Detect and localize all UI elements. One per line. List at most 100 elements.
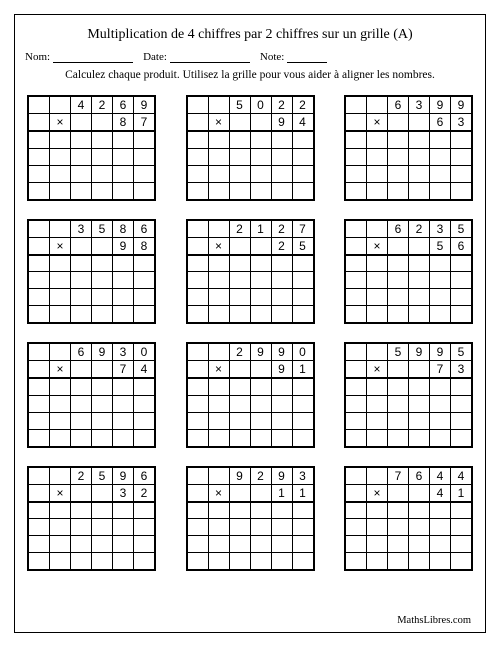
grid-cell <box>250 237 271 255</box>
grid-cell <box>71 306 92 323</box>
grid-cell <box>409 114 430 132</box>
grid-cell <box>187 467 208 484</box>
grid-cell <box>388 255 409 272</box>
grid-cell <box>250 553 271 570</box>
grid-cell <box>346 272 367 289</box>
name-label: Nom: <box>25 51 50 63</box>
grid-cell <box>113 502 134 519</box>
grid-cell <box>388 131 409 148</box>
grid-cell <box>292 255 313 272</box>
grid-cell <box>388 553 409 570</box>
grid-cell <box>187 182 208 199</box>
grid-cell <box>92 395 113 412</box>
grid-cell <box>430 289 451 306</box>
grid-cell <box>346 378 367 395</box>
grid-cell: 2 <box>409 220 430 237</box>
grid-cell <box>71 412 92 429</box>
grid-cell: 6 <box>430 114 451 132</box>
grid-cell: 3 <box>71 220 92 237</box>
grid-cell <box>271 502 292 519</box>
grid-cell <box>409 272 430 289</box>
grid-cell <box>271 182 292 199</box>
grid-cell <box>346 361 367 379</box>
grid-cell <box>409 412 430 429</box>
grid-cell <box>229 395 250 412</box>
grid-cell: × <box>208 361 229 379</box>
grid-cell <box>229 519 250 536</box>
grid-cell <box>50 519 71 536</box>
grid-cell <box>29 378 50 395</box>
grid-cell <box>71 255 92 272</box>
grid-cell <box>187 536 208 553</box>
grid-cell: 9 <box>271 467 292 484</box>
grid-cell <box>134 553 155 570</box>
grid-cell <box>92 536 113 553</box>
grid-cell <box>271 289 292 306</box>
grid-cell <box>346 255 367 272</box>
grid-cell <box>134 182 155 199</box>
grid-cell <box>430 306 451 323</box>
grid-cell: 6 <box>71 344 92 361</box>
grid-cell <box>187 519 208 536</box>
grid-cell: 2 <box>71 467 92 484</box>
grid-cell <box>430 131 451 148</box>
grid-cell <box>229 289 250 306</box>
grid-cell <box>229 131 250 148</box>
grid-cell <box>113 429 134 446</box>
grid-cell <box>346 114 367 132</box>
grid-cell: × <box>50 484 71 502</box>
grid-cell <box>29 272 50 289</box>
grid-cell <box>187 502 208 519</box>
grid-cell <box>388 536 409 553</box>
grid-cell <box>451 412 472 429</box>
problems-grid: 4269×875022×946399×633586×982127×256235×… <box>25 91 475 571</box>
grid-cell: 3 <box>113 484 134 502</box>
grid-cell <box>134 378 155 395</box>
grid-cell <box>388 361 409 379</box>
grid-cell <box>451 502 472 519</box>
grid-cell <box>29 131 50 148</box>
problem-grid: 9293×11 <box>186 466 315 572</box>
grid-cell <box>409 361 430 379</box>
grid-cell <box>292 395 313 412</box>
grid-cell <box>346 344 367 361</box>
grid-cell: × <box>367 484 388 502</box>
grid-cell <box>208 412 229 429</box>
grid-cell <box>29 182 50 199</box>
grid-cell <box>229 182 250 199</box>
grid-cell <box>50 182 71 199</box>
grid-cell <box>430 148 451 165</box>
grid-cell: × <box>50 361 71 379</box>
grid-cell <box>29 536 50 553</box>
grid-cell <box>451 536 472 553</box>
grid-cell: 1 <box>250 220 271 237</box>
grid-cell <box>92 114 113 132</box>
grid-cell <box>71 519 92 536</box>
grid-cell <box>346 553 367 570</box>
grid-cell: 9 <box>451 97 472 114</box>
grid-cell <box>29 429 50 446</box>
problem-grid: 5995×73 <box>344 342 473 448</box>
grid-cell: 7 <box>113 361 134 379</box>
grid-cell <box>113 272 134 289</box>
grid-cell <box>50 378 71 395</box>
grid-cell: × <box>50 237 71 255</box>
grid-cell <box>346 519 367 536</box>
grid-cell <box>271 255 292 272</box>
problem-grid: 6235×56 <box>344 219 473 325</box>
grid-cell <box>388 272 409 289</box>
grid-cell <box>50 306 71 323</box>
grid-cell <box>367 131 388 148</box>
grid-cell: 4 <box>134 361 155 379</box>
grid-cell <box>71 553 92 570</box>
grid-cell <box>71 378 92 395</box>
grid-cell <box>388 484 409 502</box>
grid-cell <box>271 148 292 165</box>
grid-cell: × <box>367 114 388 132</box>
grid-cell <box>29 148 50 165</box>
grid-cell <box>409 484 430 502</box>
grid-cell <box>388 165 409 182</box>
grid-cell <box>229 165 250 182</box>
instruction: Calculez chaque produit. Utilisez la gri… <box>25 69 475 81</box>
grid-cell: 2 <box>271 220 292 237</box>
